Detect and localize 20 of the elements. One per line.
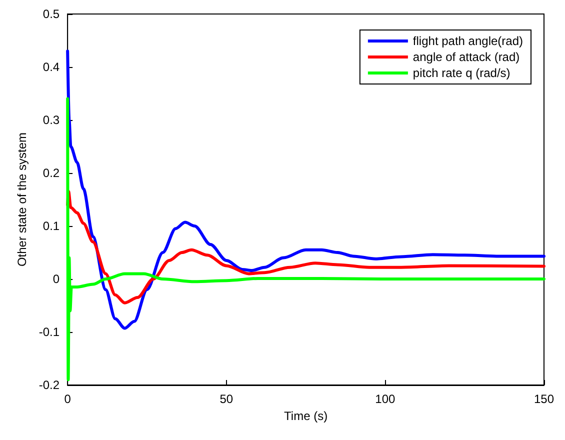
y-tick-label: 0.3 xyxy=(42,113,60,127)
legend-label: pitch rate q (rad/s) xyxy=(412,66,510,80)
x-tick-label: 0 xyxy=(64,392,72,406)
legend-label: angle of attack (rad) xyxy=(412,50,520,64)
line-series xyxy=(66,190,546,304)
legend-label: flight path angle(rad) xyxy=(412,34,524,48)
x-tick-label: 50 xyxy=(220,392,234,406)
line-series xyxy=(66,50,546,330)
y-tick-label: 0.5 xyxy=(42,7,60,21)
y-tick-label: 0.2 xyxy=(42,166,60,180)
x-tick-label: 100 xyxy=(375,392,396,406)
y-tick-label: 0.1 xyxy=(42,219,60,233)
y-tick-label: 0 xyxy=(52,272,60,286)
y-tick-label: 0.4 xyxy=(42,60,60,74)
x-axis-title: Time (s) xyxy=(284,408,328,423)
y-tick-label: -0.1 xyxy=(38,325,60,339)
y-tick-label: -0.2 xyxy=(38,378,60,392)
x-tick-label: 150 xyxy=(534,392,554,406)
line-series xyxy=(66,97,546,382)
y-axis-title: Other state of the system xyxy=(15,132,29,267)
